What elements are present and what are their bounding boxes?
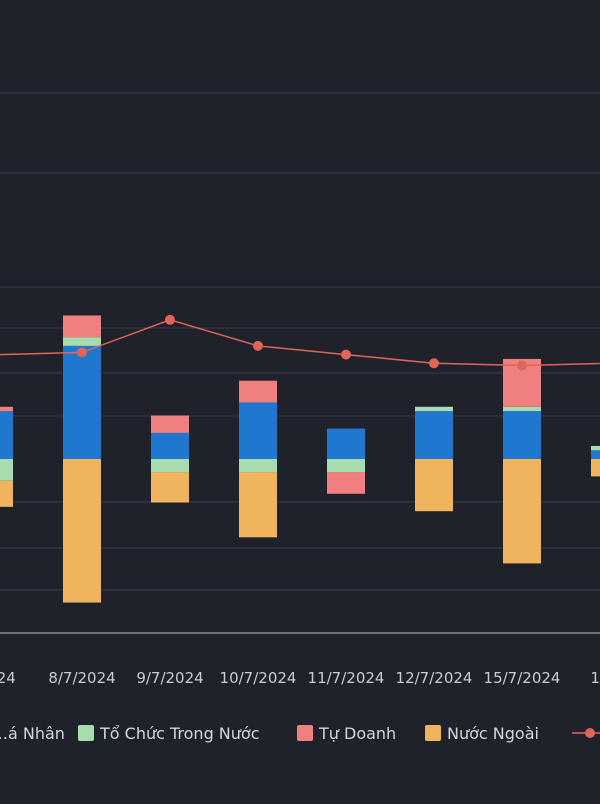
line-series [0, 314, 600, 371]
x-tick-label: 12/7/2024 [396, 669, 473, 687]
bar-segment [151, 459, 189, 473]
bar-segment [239, 459, 277, 473]
bar-segment [415, 459, 453, 512]
x-tick-label: 9/7/2024 [136, 669, 203, 687]
bar-segment [0, 411, 13, 459]
bar-segment [591, 445, 600, 451]
line-point [77, 347, 87, 358]
bar-segment [151, 415, 189, 433]
x-axis-ticks: …024 8/7/2024 9/7/2024 10/7/2024 11/7/2024 12… [0, 669, 600, 687]
bar-segment [63, 337, 101, 346]
bar-segment [63, 345, 101, 459]
bar-segment [503, 459, 541, 564]
bar-segment [239, 472, 277, 538]
bar-segment [503, 406, 541, 412]
bar-segment [327, 459, 365, 473]
bar-segment [0, 459, 13, 481]
legend-line-dot [585, 728, 595, 738]
legend-label: Tổ Chức Trong Nước [99, 724, 260, 743]
legend-label: Tự Doanh [318, 724, 396, 743]
line-point [341, 349, 351, 360]
line-point [253, 340, 263, 351]
bar-segment [415, 406, 453, 412]
bars [0, 315, 600, 603]
x-tick-label: …024 [0, 669, 16, 687]
bar-segment [591, 459, 600, 477]
line-point [429, 358, 439, 369]
bar-segment [415, 411, 453, 459]
legend-label: Nước Ngoài [447, 724, 539, 743]
bar-segment [327, 428, 365, 459]
legend-swatch [78, 725, 94, 741]
bar-segment [591, 450, 600, 459]
x-tick-label: 11/7/2024 [308, 669, 385, 687]
line-point [165, 314, 175, 325]
bar-segment [63, 315, 101, 338]
bar-segment [0, 406, 13, 412]
line-point [517, 360, 527, 371]
bar-segment [239, 402, 277, 459]
x-tick-label: 15/7/2024 [484, 669, 561, 687]
bar-segment [0, 480, 13, 507]
legend-swatch [425, 725, 441, 741]
legend: …á Nhân Tổ Chức Trong Nước Tự Doanh Nước Ng… [0, 724, 600, 743]
x-tick-label: 8/7/2024 [48, 669, 115, 687]
x-tick-label: 16/… [590, 669, 600, 687]
legend-swatch [297, 725, 313, 741]
bar-segment [151, 432, 189, 459]
bar-segment [239, 380, 277, 403]
legend-label: …á Nhân [0, 724, 65, 743]
bar-segment [151, 472, 189, 503]
bar-segment [503, 411, 541, 459]
bar-segment [63, 459, 101, 603]
x-tick-label: 10/7/2024 [220, 669, 297, 687]
bar-segment [327, 472, 365, 494]
